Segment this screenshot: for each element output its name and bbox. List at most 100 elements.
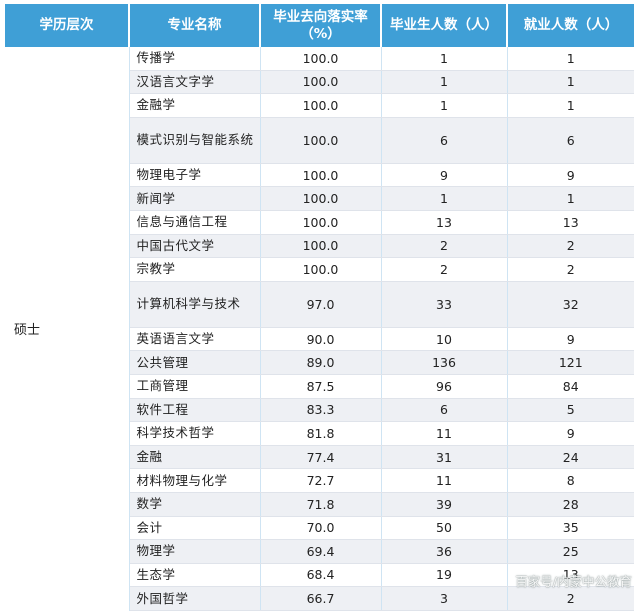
graduates-cell: 36 xyxy=(381,539,508,564)
employed-cell: 2 xyxy=(507,257,634,282)
major-cell: 会计 xyxy=(129,516,261,541)
major-cell: 英语语言文学 xyxy=(129,327,261,352)
employed-cell: 35 xyxy=(507,516,634,541)
major-cell: 外国哲学 xyxy=(129,586,261,611)
table-row: 模式识别与智能系统 100.0 6 6 xyxy=(5,117,634,164)
rate-cell: 89.0 xyxy=(260,350,382,375)
header-rate: 毕业去向落实率 （%） xyxy=(260,4,382,47)
rate-cell: 100.0 xyxy=(260,186,382,211)
major-cell: 物理学 xyxy=(129,539,261,564)
graduates-cell: 1 xyxy=(381,70,508,95)
graduates-cell: 33 xyxy=(381,281,508,328)
rate-cell: 100.0 xyxy=(260,163,382,188)
graduates-cell: 19 xyxy=(381,563,508,588)
employed-cell: 25 xyxy=(507,539,634,564)
table-row: 软件工程 83.3 6 5 xyxy=(5,398,634,423)
graduates-cell: 10 xyxy=(381,327,508,352)
major-cell: 宗教学 xyxy=(129,257,261,282)
employed-cell: 28 xyxy=(507,492,634,517)
rate-cell: 70.0 xyxy=(260,516,382,541)
table-row: 宗教学 100.0 2 2 xyxy=(5,257,634,282)
header-employed: 就业人数（人） xyxy=(507,4,634,47)
employed-cell: 8 xyxy=(507,468,634,493)
graduates-cell: 2 xyxy=(381,257,508,282)
employed-cell: 24 xyxy=(507,445,634,470)
graduates-cell: 3 xyxy=(381,586,508,611)
major-cell: 数学 xyxy=(129,492,261,517)
rate-cell: 100.0 xyxy=(260,257,382,282)
major-cell: 软件工程 xyxy=(129,398,261,423)
level-cell: 硕士 xyxy=(5,47,130,611)
rate-cell: 69.4 xyxy=(260,539,382,564)
table-row: 材料物理与化学 72.7 11 8 xyxy=(5,468,634,493)
table-row: 新闻学 100.0 1 1 xyxy=(5,186,634,211)
employed-cell: 1 xyxy=(507,93,634,118)
rate-cell: 100.0 xyxy=(260,47,382,71)
table-row: 计算机科学与技术 97.0 33 32 xyxy=(5,281,634,328)
table-row: 硕士 传播学 100.0 1 1 xyxy=(5,47,634,611)
header-rate-line: 毕业去向落实率 xyxy=(273,8,368,25)
major-cell: 汉语言文字学 xyxy=(129,70,261,95)
major-cell: 新闻学 xyxy=(129,186,261,211)
graduates-cell: 1 xyxy=(381,186,508,211)
table-body: 硕士 传播学 100.0 1 1 汉语言文字学 100.0 1 1 金融学 100.0 1 1 模式识别与… xyxy=(5,47,634,611)
graduates-cell: 13 xyxy=(381,210,508,235)
employed-cell: 2 xyxy=(507,586,634,611)
major-cell: 金融学 xyxy=(129,93,261,118)
major-cell: 金融 xyxy=(129,445,261,470)
rate-cell: 87.5 xyxy=(260,374,382,399)
employed-cell: 6 xyxy=(507,117,634,164)
header-major: 专业名称 xyxy=(129,4,261,47)
employed-cell: 5 xyxy=(507,398,634,423)
employment-table: 学历层次 专业名称 毕业去向落实率 （%） 毕业生人数（人） 就业人数（人） 硕士… xyxy=(5,4,634,611)
rate-cell: 100.0 xyxy=(260,93,382,118)
graduates-cell: 96 xyxy=(381,374,508,399)
rate-cell: 100.0 xyxy=(260,117,382,164)
major-cell: 公共管理 xyxy=(129,350,261,375)
table-row: 会计 70.0 50 35 xyxy=(5,516,634,541)
employed-cell: 2 xyxy=(507,234,634,259)
employed-cell: 13 xyxy=(507,563,634,588)
major-cell: 信息与通信工程 xyxy=(129,210,261,235)
employed-cell: 13 xyxy=(507,210,634,235)
graduates-cell: 1 xyxy=(381,47,508,71)
table-header-row: 学历层次 专业名称 毕业去向落实率 （%） 毕业生人数（人） 就业人数（人） xyxy=(5,4,634,47)
table-row: 公共管理 89.0 136 121 xyxy=(5,350,634,375)
major-cell: 中国古代文学 xyxy=(129,234,261,259)
table-row: 英语语言文学 90.0 10 9 xyxy=(5,327,634,352)
table-row: 金融 77.4 31 24 xyxy=(5,445,634,470)
major-cell: 工商管理 xyxy=(129,374,261,399)
graduates-cell: 6 xyxy=(381,117,508,164)
graduates-cell: 50 xyxy=(381,516,508,541)
header-level: 学历层次 xyxy=(5,4,130,47)
employed-cell: 9 xyxy=(507,421,634,446)
graduates-cell: 136 xyxy=(381,350,508,375)
rate-cell: 97.0 xyxy=(260,281,382,328)
major-cell: 生态学 xyxy=(129,563,261,588)
rate-cell: 83.3 xyxy=(260,398,382,423)
graduates-cell: 6 xyxy=(381,398,508,423)
major-cell: 材料物理与化学 xyxy=(129,468,261,493)
employed-cell: 1 xyxy=(507,186,634,211)
table-row: 科学技术哲学 81.8 11 9 xyxy=(5,421,634,446)
employed-cell: 121 xyxy=(507,350,634,375)
rate-cell: 100.0 xyxy=(260,70,382,95)
major-cell: 物理电子学 xyxy=(129,163,261,188)
rate-cell: 100.0 xyxy=(260,210,382,235)
graduates-cell: 39 xyxy=(381,492,508,517)
graduates-cell: 11 xyxy=(381,421,508,446)
rate-cell: 71.8 xyxy=(260,492,382,517)
watermark-text: 百家号/内蒙中公教育 xyxy=(515,574,632,589)
rate-cell: 77.4 xyxy=(260,445,382,470)
table-row: 生态学 68.4 19 13 xyxy=(5,563,634,588)
major-cell: 科学技术哲学 xyxy=(129,421,261,446)
major-cell: 模式识别与智能系统 xyxy=(129,117,261,164)
employed-cell: 84 xyxy=(507,374,634,399)
graduates-cell: 31 xyxy=(381,445,508,470)
rate-cell: 81.8 xyxy=(260,421,382,446)
employed-cell: 32 xyxy=(507,281,634,328)
table-row: 物理电子学 100.0 9 9 xyxy=(5,163,634,188)
graduates-cell: 11 xyxy=(381,468,508,493)
table-row: 中国古代文学 100.0 2 2 xyxy=(5,234,634,259)
graduates-cell: 9 xyxy=(381,163,508,188)
